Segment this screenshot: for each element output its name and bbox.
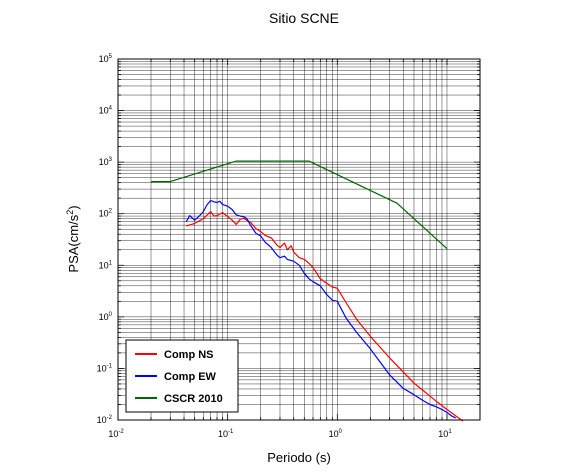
- plot-frame: [117, 58, 481, 421]
- x-tick-label-base: 10: [108, 429, 118, 439]
- y-tick-label-base: 10: [99, 106, 109, 116]
- y-tick-label-exp: 4: [109, 106, 113, 112]
- legend-label-cscr-2010: CSCR 2010: [164, 393, 223, 405]
- chart-title: Sitio SCNE: [269, 10, 339, 26]
- y-tick-label: 104: [99, 106, 113, 116]
- y-tick-label-exp: 0: [109, 312, 113, 318]
- y-tick-label-exp: 3: [109, 157, 113, 163]
- y-tick-label-base: 10: [97, 363, 107, 373]
- tick-marks: [117, 58, 481, 421]
- y-tick-label: 105: [99, 54, 113, 64]
- y-axis-label: PSA(cm/s2): [65, 205, 81, 272]
- y-tick-label-base: 10: [99, 312, 109, 322]
- x-tick-label-exp: 1: [448, 429, 452, 435]
- series-line-comp-ns: [186, 211, 464, 422]
- y-tick-label-exp: 5: [109, 54, 113, 60]
- x-tick-label-base: 10: [438, 429, 448, 439]
- y-tick-label-base: 10: [99, 54, 109, 64]
- y-axis-label-close: ): [66, 205, 81, 209]
- y-tick-label: 103: [99, 157, 113, 167]
- x-tick-label-exp: 0: [339, 429, 343, 435]
- y-tick-label: 10-1: [97, 363, 113, 373]
- x-tick-label-exp: -2: [118, 429, 124, 435]
- y-tick-label-base: 10: [99, 209, 109, 219]
- y-tick-label: 102: [99, 209, 113, 219]
- series-group: [151, 160, 464, 422]
- x-axis-label: Periodo (s): [267, 450, 331, 465]
- legend-label-comp-ew: Comp EW: [164, 371, 217, 383]
- y-tick-label: 10-2: [97, 415, 113, 425]
- y-tick-label-base: 10: [99, 157, 109, 167]
- y-axis-label-base: PSA(cm/s: [66, 214, 81, 272]
- x-tick-label-base: 10: [218, 429, 228, 439]
- grid: [117, 58, 481, 421]
- y-tick-label-base: 10: [97, 415, 107, 425]
- y-tick-label: 101: [99, 260, 113, 270]
- x-tick-label: 10-1: [218, 429, 234, 439]
- series-line-cscr-2010: [151, 160, 448, 250]
- legend-label-comp-ns: Comp NS: [164, 349, 214, 361]
- x-tick-label: 101: [438, 429, 452, 439]
- y-tick-label: 100: [99, 312, 113, 322]
- y-tick-label-exp: -2: [107, 415, 113, 421]
- y-tick-label-exp: -1: [107, 363, 113, 369]
- x-tick-label: 100: [329, 429, 343, 439]
- y-tick-label-exp: 2: [109, 209, 113, 215]
- x-tick-labels: 10-2 10-1 100 101: [108, 429, 452, 439]
- y-tick-label-exp: 1: [109, 260, 113, 266]
- x-tick-label-base: 10: [329, 429, 339, 439]
- x-tick-label-exp: -1: [228, 429, 234, 435]
- legend: Comp NS Comp EW CSCR 2010: [125, 339, 239, 413]
- y-tick-label-base: 10: [99, 260, 109, 270]
- x-tick-label: 10-2: [108, 429, 124, 439]
- y-axis-label-exp: 2: [65, 210, 75, 215]
- series-line-comp-ew: [185, 199, 456, 419]
